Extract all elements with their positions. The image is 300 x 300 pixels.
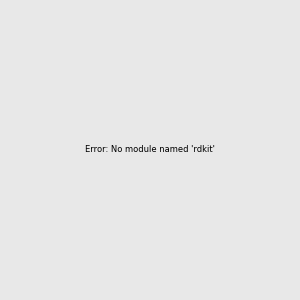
Text: Error: No module named 'rdkit': Error: No module named 'rdkit' [85,146,215,154]
